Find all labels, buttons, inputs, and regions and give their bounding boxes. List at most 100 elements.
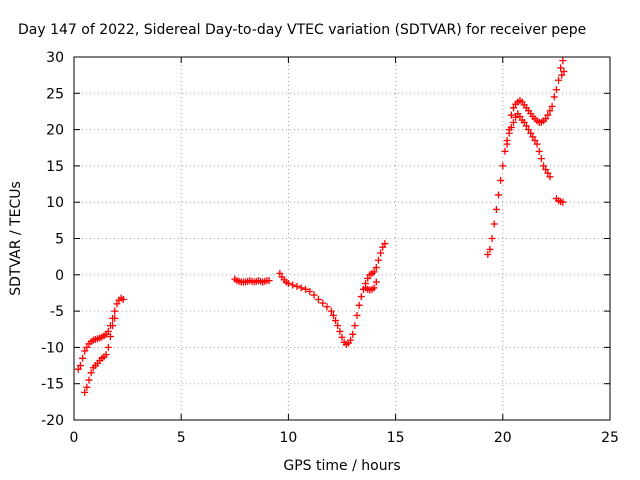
data-point bbox=[533, 140, 541, 148]
data-point bbox=[550, 93, 558, 101]
y-tick-labels: -20 -15 -10 -5 0 5 10 15 20 25 30 bbox=[41, 50, 64, 429]
data-point bbox=[310, 291, 318, 299]
data-point bbox=[293, 282, 301, 290]
data-point bbox=[531, 136, 539, 144]
data-point bbox=[104, 343, 112, 351]
data-point bbox=[381, 240, 389, 248]
data-point bbox=[372, 278, 380, 286]
y-axis-label: SDTVAR / TECUs bbox=[8, 181, 24, 296]
data-point bbox=[109, 322, 117, 330]
data-point bbox=[377, 249, 385, 257]
data-point bbox=[334, 322, 342, 330]
x-tick-label: 20 bbox=[494, 430, 512, 446]
data-point bbox=[495, 191, 503, 199]
data-point bbox=[364, 274, 372, 282]
data-points bbox=[74, 57, 568, 396]
data-point bbox=[372, 264, 380, 272]
data-point bbox=[510, 118, 518, 126]
y-tick-label: 30 bbox=[46, 50, 64, 66]
data-point bbox=[276, 269, 284, 277]
data-point bbox=[347, 336, 355, 344]
data-point bbox=[81, 388, 89, 396]
data-point bbox=[111, 314, 119, 322]
grid-lines bbox=[74, 57, 610, 420]
data-point bbox=[490, 220, 498, 228]
data-point bbox=[497, 176, 505, 184]
data-point bbox=[522, 122, 530, 130]
x-tick-label: 0 bbox=[70, 430, 79, 446]
data-point bbox=[83, 383, 91, 391]
y-tick-label: -20 bbox=[41, 413, 64, 429]
data-point bbox=[314, 295, 322, 303]
y-tick-label: 0 bbox=[55, 268, 64, 284]
data-point bbox=[527, 129, 535, 137]
data-point bbox=[535, 147, 543, 155]
data-point bbox=[505, 126, 513, 134]
data-point bbox=[492, 205, 500, 213]
data-point bbox=[113, 300, 121, 308]
data-point bbox=[540, 162, 548, 170]
data-point bbox=[559, 57, 567, 65]
data-point bbox=[544, 111, 552, 119]
data-point bbox=[557, 64, 565, 72]
data-point bbox=[560, 68, 568, 76]
x-tick-labels: 0 5 10 15 20 25 bbox=[70, 430, 619, 446]
data-point bbox=[336, 327, 344, 335]
y-tick-label: 20 bbox=[46, 123, 64, 139]
data-point bbox=[79, 354, 87, 362]
data-point bbox=[338, 333, 346, 341]
data-point bbox=[349, 330, 357, 338]
data-point bbox=[297, 284, 305, 292]
data-point bbox=[332, 317, 340, 325]
data-point bbox=[507, 111, 515, 119]
y-tick-label: 5 bbox=[55, 232, 64, 248]
data-point bbox=[370, 284, 378, 292]
data-point bbox=[302, 285, 310, 293]
data-point bbox=[542, 115, 550, 123]
data-point bbox=[484, 250, 492, 258]
plot-frame bbox=[73, 56, 611, 421]
data-point bbox=[353, 311, 361, 319]
data-point bbox=[327, 307, 335, 315]
data-point bbox=[559, 198, 567, 206]
data-point bbox=[537, 155, 545, 163]
data-point bbox=[265, 277, 273, 285]
data-point bbox=[306, 287, 314, 295]
data-point bbox=[529, 133, 537, 141]
data-point bbox=[374, 256, 382, 264]
y-tick-label: 15 bbox=[46, 159, 64, 175]
x-tick-label: 5 bbox=[177, 430, 186, 446]
data-point bbox=[544, 169, 552, 177]
data-point bbox=[289, 281, 297, 289]
data-point bbox=[329, 311, 337, 319]
y-tick-label: -5 bbox=[50, 304, 64, 320]
data-point bbox=[552, 86, 560, 94]
data-point bbox=[81, 347, 89, 355]
data-point bbox=[87, 369, 95, 377]
y-tick-label: 25 bbox=[46, 86, 64, 102]
data-point bbox=[85, 376, 93, 384]
data-point bbox=[503, 140, 511, 148]
data-point bbox=[546, 107, 554, 115]
y-tick-label: -10 bbox=[41, 340, 64, 356]
data-point bbox=[351, 322, 359, 330]
data-point bbox=[104, 327, 112, 335]
data-point bbox=[548, 102, 556, 110]
data-point bbox=[520, 118, 528, 126]
data-point bbox=[74, 365, 82, 373]
data-point bbox=[501, 147, 509, 155]
x-tick-label: 15 bbox=[387, 430, 405, 446]
data-point bbox=[379, 243, 387, 251]
chart-title: Day 147 of 2022, Sidereal Day-to-day VTE… bbox=[18, 22, 586, 38]
data-point bbox=[76, 362, 84, 370]
data-point bbox=[510, 104, 518, 112]
data-point bbox=[111, 307, 119, 315]
data-point bbox=[284, 280, 292, 288]
data-point bbox=[119, 295, 127, 303]
data-point bbox=[106, 333, 114, 341]
data-point bbox=[370, 268, 378, 276]
data-point bbox=[516, 113, 524, 121]
data-point bbox=[488, 235, 496, 242]
x-axis-label: GPS time / hours bbox=[283, 458, 400, 474]
